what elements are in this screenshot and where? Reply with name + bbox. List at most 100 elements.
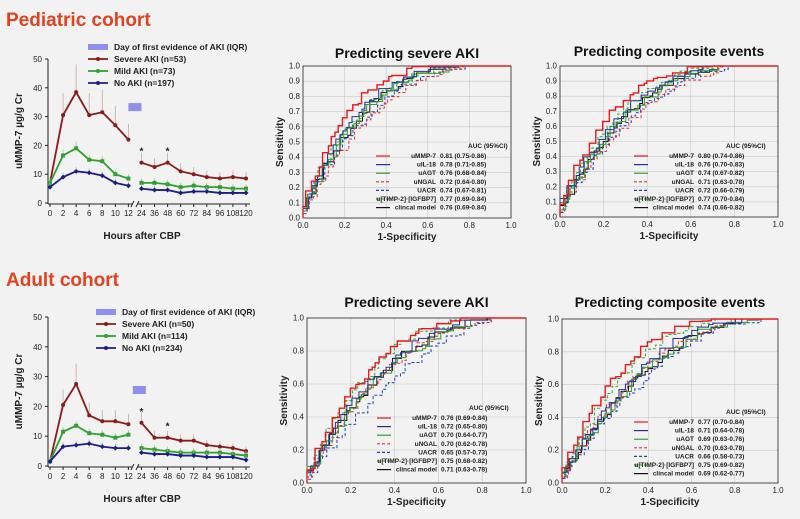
axis-break-mark	[130, 200, 135, 208]
y-tick-label: 0.5	[546, 137, 558, 146]
roc-legend-auc-clin: 0.69 (0.62-0.77)	[698, 471, 744, 478]
data-point	[138, 450, 144, 456]
y-tick-label: 0.4	[293, 413, 305, 422]
data-point	[230, 175, 235, 180]
x-tick-label: 0.2	[345, 486, 357, 495]
data-point	[152, 165, 157, 169]
x-axis-label: 1-Specificity	[640, 231, 699, 242]
roc-legend-auc-mmp7: 0.76 (0.69-0.84)	[441, 415, 487, 422]
data-point	[100, 159, 105, 164]
roc-chart-3: Predicting composite events 0.0 0.1 0.2 0.3 0…	[532, 43, 784, 242]
x-tick-label: 36	[150, 472, 159, 481]
roc-title: Predicting severe AKI	[335, 45, 479, 61]
x-tick-label: 60	[176, 472, 185, 481]
roc-legend-name-clin: clincal model	[396, 467, 437, 474]
y-tick-label: 0.8	[289, 92, 301, 101]
data-point	[126, 422, 131, 427]
x-tick-label: 36	[150, 209, 159, 218]
roc-legend-name-ngal: uNGAL	[414, 179, 436, 186]
roc-legend-auc-il18: 0.71 (0.64-0.78)	[698, 428, 744, 435]
x-tick-label: 24	[137, 209, 146, 218]
data-point	[60, 174, 66, 180]
roc-legend-auc-timp: 0.75 (0.68-0.82)	[441, 458, 487, 465]
y-tick-label: 0.9	[289, 77, 301, 86]
roc-legend-name-mmp7: uMMP-7	[411, 153, 436, 160]
data-point	[74, 90, 79, 95]
data-point	[87, 113, 92, 118]
y-tick-label: 0.6	[546, 122, 558, 131]
x-tick-label: 1.0	[505, 221, 517, 230]
roc-curve-timp	[306, 317, 526, 483]
axis-break-mark	[135, 463, 140, 471]
y-axis-label: uMMP-7 µg/g Cr	[14, 93, 25, 169]
roc-curve-ngal	[559, 65, 778, 217]
roc-title: Predicting composite events	[575, 294, 766, 310]
plot-frame	[561, 318, 779, 484]
x-axis-label: Hours after CBP	[103, 494, 181, 505]
iqr-bar	[132, 386, 146, 395]
y-tick-label: 0.6	[289, 122, 301, 131]
roc-curve-uacr	[559, 65, 778, 217]
x-tick-label: 4	[74, 209, 79, 218]
data-point	[126, 432, 131, 437]
roc-curve-mmp7	[559, 65, 778, 217]
data-point	[191, 183, 196, 188]
data-point	[165, 435, 170, 440]
y-axis-label: uMMP-7 µg/g Cr	[14, 354, 25, 430]
data-point	[165, 160, 170, 165]
x-axis-label: 1-Specificity	[387, 497, 446, 508]
roc-legend-auc-ngal: 0.70 (0.62-0.78)	[441, 441, 487, 448]
y-tick-label: 0.0	[289, 214, 301, 223]
cohort-title: Pediatric cohort	[6, 10, 151, 31]
x-tick-label: 96	[215, 472, 224, 481]
roc-legend-auc-clin: 0.74 (0.66-0.82)	[698, 205, 744, 212]
y-tick-label: 1.0	[548, 315, 560, 324]
roc-legend-auc-il18: 0.76 (0.70-0.83)	[698, 162, 744, 169]
data-point	[204, 188, 210, 194]
data-point	[152, 451, 158, 457]
x-tick-label: 0.8	[477, 486, 489, 495]
y-tick-label: 0.2	[548, 446, 560, 455]
roc-legend-header: AUC (95%CI)	[726, 143, 766, 150]
y-tick-label: 0	[38, 462, 43, 471]
x-tick-label: 6	[87, 472, 92, 481]
y-tick-label: 0.2	[546, 182, 558, 191]
roc-curve-mmp7	[561, 318, 778, 483]
roc-legend-name-il18: uIL-18	[675, 428, 695, 435]
roc-legend-header: AUC (95%CI)	[726, 409, 766, 416]
roc-curve-ngal	[302, 65, 511, 218]
y-tick-label: 0.8	[546, 92, 558, 101]
roc-legend-auc-timp: 0.77 (0.69-0.84)	[440, 196, 486, 203]
data-point	[191, 453, 197, 459]
x-tick-label: 84	[202, 472, 211, 481]
roc-legend-name-uacr: UACR	[417, 187, 436, 194]
x-tick-label: 1.0	[772, 486, 784, 495]
legend-marker	[96, 57, 100, 61]
legend-iqr-swatch	[88, 44, 108, 50]
data-point	[178, 185, 183, 190]
roc-legend-name-ngal: uNGAL	[672, 179, 694, 186]
roc-curve-clin	[561, 318, 778, 483]
data-point	[243, 190, 249, 196]
x-tick-label: 0	[48, 209, 53, 218]
x-tick-label: 0.0	[297, 221, 309, 230]
x-tick-label: 108	[226, 472, 240, 481]
roc-legend-auc-il18: 0.72 (0.65-0.80)	[441, 424, 487, 431]
roc-legend-name-timp: u[TIMP-2]·[IGFBP7]	[376, 196, 436, 203]
data-point	[87, 431, 92, 436]
roc-legend-auc-agt: 0.70 (0.64-0.77)	[441, 432, 487, 439]
data-point	[230, 190, 236, 196]
x-tick-label: 0.6	[422, 221, 434, 230]
y-tick-label: 0.4	[548, 413, 560, 422]
data-point	[165, 451, 171, 457]
y-tick-label: 0.1	[546, 197, 558, 206]
data-point	[86, 441, 92, 447]
x-tick-label: 108	[226, 209, 240, 218]
data-point	[100, 110, 105, 115]
roc-legend-name-clin: clincal model	[653, 471, 694, 478]
data-point	[113, 419, 118, 424]
data-point	[178, 169, 183, 174]
data-point	[100, 419, 105, 424]
roc-legend-auc-mmp7: 0.80 (0.74-0.86)	[698, 153, 744, 160]
y-tick-label: 0	[38, 199, 43, 208]
